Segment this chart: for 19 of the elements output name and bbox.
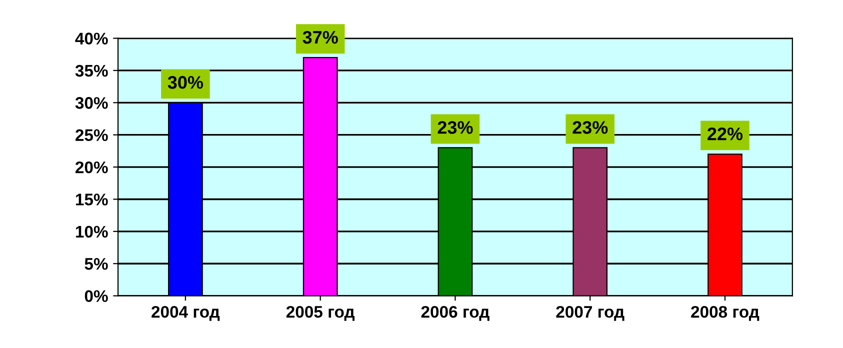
y-tick-label: 15%	[76, 194, 108, 206]
y-tick-label: 20%	[76, 161, 108, 174]
y-tick-label: 25%	[76, 129, 108, 142]
data-label: 30%	[168, 76, 204, 89]
data-label: 23%	[572, 121, 608, 134]
y-tick-label: 5%	[84, 258, 108, 270]
y-tick-label: 40%	[75, 32, 108, 44]
data-label: 23%	[438, 121, 473, 134]
x-tick-label: 2006 год	[421, 306, 490, 321]
x-tick-label: 2005 год	[286, 306, 355, 321]
x-tick-label: 2007 год	[556, 306, 624, 321]
y-tick-label: 35%	[75, 64, 108, 77]
y-tick-label: 30%	[75, 97, 108, 109]
y-tick-label: 10%	[76, 226, 108, 238]
x-tick-label: 2004 год	[152, 306, 220, 321]
y-tick-label: 0%	[84, 290, 108, 302]
x-tick-label: 2008 год	[691, 306, 760, 321]
data-label: 37%	[302, 30, 338, 44]
data-label: 22%	[708, 128, 743, 140]
